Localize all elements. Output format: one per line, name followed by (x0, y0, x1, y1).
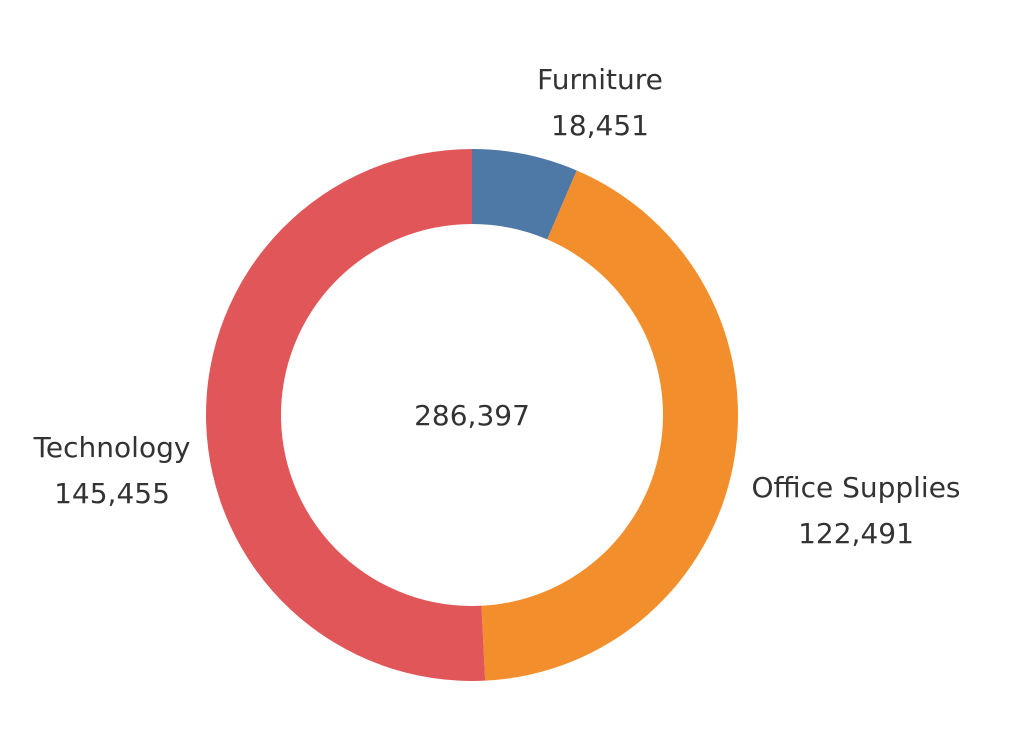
slice-value-technology: 145,455 (54, 477, 170, 510)
slice-label-office-supplies: Office Supplies (751, 471, 960, 504)
total-label: 286,397 (414, 399, 530, 432)
slices (206, 149, 739, 681)
slice-value-office-supplies: 122,491 (798, 517, 914, 550)
slice-label-furniture: Furniture (537, 63, 663, 96)
slice-furniture (472, 149, 577, 240)
slice-value-furniture: 18,451 (551, 109, 649, 142)
slice-technology (206, 149, 486, 681)
slice-label-technology: Technology (33, 431, 191, 464)
slice-office-supplies (481, 170, 739, 681)
